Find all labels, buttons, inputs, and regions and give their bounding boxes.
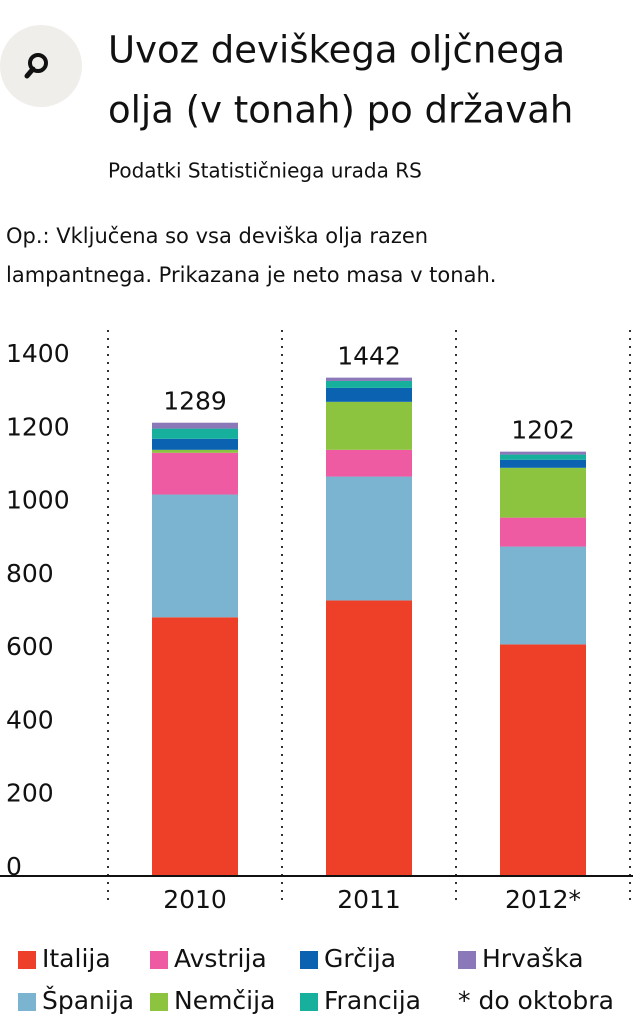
bar-segment (500, 451, 586, 455)
note: lampantnega. Prikazana je neto masa v to… (6, 263, 496, 287)
bar-segment (326, 476, 412, 601)
footnote: * do oktobra (458, 986, 614, 1015)
y-tick-label: 400 (6, 705, 54, 734)
bar-segment (326, 380, 412, 388)
total-label: 1202 (511, 416, 575, 445)
x-tick-label: 2010 (163, 885, 227, 914)
y-tick-label: 200 (6, 779, 54, 808)
bar-segment (326, 401, 412, 450)
bar-segment (152, 438, 238, 450)
bar-segment (326, 600, 412, 876)
y-tick-label: 800 (6, 559, 54, 588)
total-label: 1442 (337, 342, 401, 371)
bar-segment (152, 452, 238, 495)
legend-swatch (18, 951, 36, 969)
search-icon (28, 53, 48, 73)
bar-segment (500, 467, 586, 518)
y-tick-label: 1000 (6, 486, 70, 515)
chart-title: olja (v tonah) po državah (108, 89, 573, 132)
total-label: 1289 (163, 387, 227, 416)
chart-title: Uvoz deviškega oljčnega (108, 29, 565, 72)
legend-label: Španija (42, 985, 134, 1015)
legend-label: Avstrija (174, 944, 267, 973)
legend-swatch (150, 993, 168, 1011)
bar-segment (326, 449, 412, 477)
bar-segment (500, 644, 586, 876)
bar-segment (500, 517, 586, 547)
legend-label: Hrvaška (482, 944, 584, 973)
legend-swatch (300, 993, 318, 1011)
subtitle: Podatki Statističniega urada RS (108, 159, 422, 183)
y-tick-label: 1200 (6, 412, 70, 441)
bar-segment (152, 617, 238, 876)
x-tick-label: 2011 (337, 885, 401, 914)
bar-segment (500, 454, 586, 460)
y-tick-label: 1400 (6, 339, 70, 368)
y-tick-label: 600 (6, 632, 54, 661)
legend-swatch (18, 993, 36, 1011)
legend-swatch (300, 951, 318, 969)
bar-segment (152, 494, 238, 618)
note: Op.: Vključena so vsa deviška olja razen (6, 224, 428, 248)
bar-segment (152, 428, 238, 439)
legend-swatch (150, 951, 168, 969)
search-icon (24, 66, 36, 79)
bar-segment (326, 387, 412, 402)
bar-segment (500, 546, 586, 645)
bar-segment (152, 422, 238, 429)
legend-label: Grčija (324, 944, 396, 973)
bar-segment (326, 377, 412, 381)
x-tick-label: 2012* (505, 885, 581, 914)
legend-swatch (458, 951, 476, 969)
bar-segment (152, 449, 238, 453)
legend-label: Italija (42, 944, 111, 973)
legend-label: Francija (324, 986, 421, 1015)
search-button[interactable] (0, 25, 82, 107)
bar-segment (500, 459, 586, 468)
legend-label: Nemčija (174, 986, 275, 1015)
y-tick-label: 0 (6, 852, 22, 881)
